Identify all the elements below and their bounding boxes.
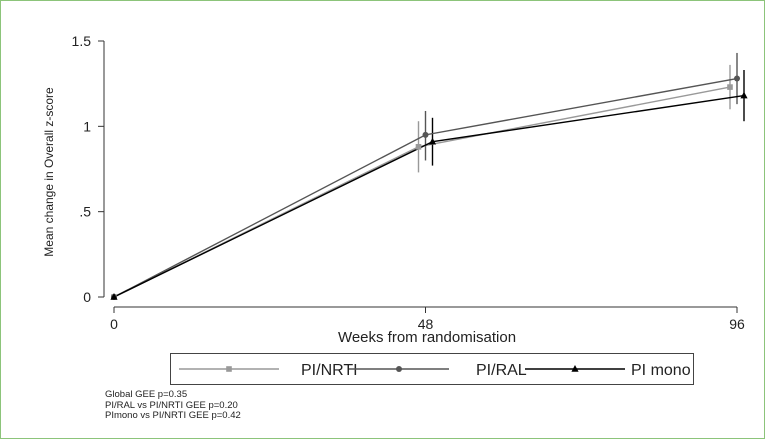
series-lines (113, 77, 745, 298)
legend-label: PI mono (631, 362, 691, 379)
legend-marker (571, 365, 579, 372)
data-point-pi-mono (740, 91, 748, 99)
data-point-pi-nrti (727, 84, 733, 90)
legend-marker (396, 366, 402, 372)
data-point-pi-mono (428, 137, 437, 145)
x-axis-label: Weeks from randomisation (338, 329, 516, 346)
note-global: Global GEE p=0.35 (105, 389, 188, 400)
statistics-notes: Global GEE p=0.35 PI/RAL vs PI/NRTI GEE … (105, 389, 241, 422)
legend-label: PI/NRTI (301, 362, 358, 379)
data-point-pi-ral (422, 131, 429, 138)
y-tick-label: .5 (79, 204, 91, 220)
legend-items: PI/NRTI PI/RAL PI mono (179, 362, 691, 379)
y-tick-label: 0 (83, 289, 91, 305)
series-markers (110, 75, 748, 300)
legend-label: PI/RAL (476, 362, 527, 379)
x-tick-label: 0 (110, 316, 118, 332)
data-point-pi-ral (734, 75, 740, 82)
note-mono-vs-nrti: PImono vs PI/NRTI GEE p=0.42 (105, 410, 241, 421)
series-line-pi-nrti (113, 86, 731, 298)
y-axis-label: Mean change in Overall z-score (42, 87, 56, 257)
legend-marker (226, 366, 232, 372)
data-point-pi-nrti (415, 144, 422, 150)
note-ral-vs-nrti: PI/RAL vs PI/NRTI GEE p=0.20 (105, 399, 238, 411)
series-line-pi-mono (113, 94, 745, 298)
x-tick-label: 48 (418, 316, 434, 332)
legend: PI/NRTI PI/RAL PI mono (170, 353, 694, 385)
y-tick-label: 1 (83, 118, 91, 134)
error-bars (417, 52, 745, 173)
y-tick-label: 1.5 (72, 33, 92, 49)
axes: 0 .5 1 1.5 0 48 96 (72, 33, 745, 332)
x-tick-label: 96 (729, 316, 745, 332)
data-point-pi-mono (110, 293, 118, 300)
